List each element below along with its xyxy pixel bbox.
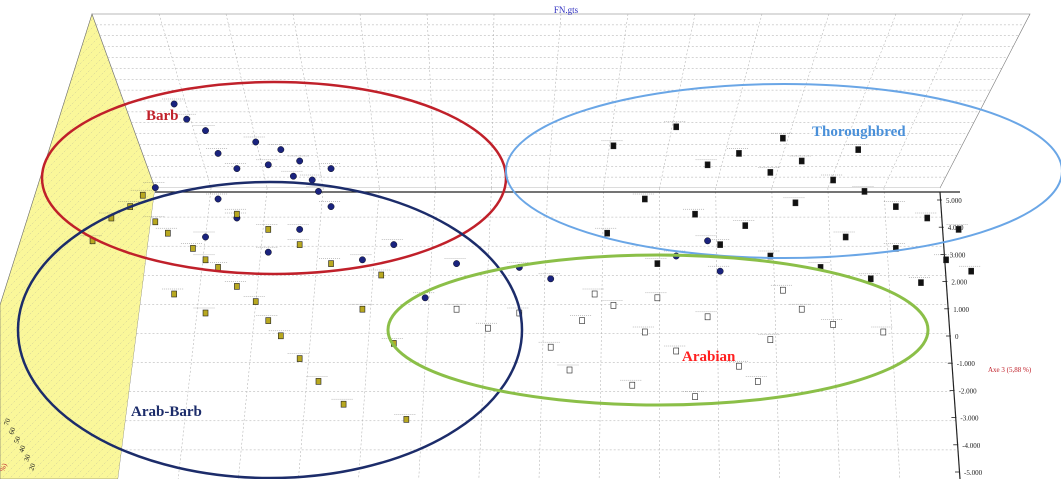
z-tick-label: 2.000 xyxy=(951,279,967,287)
z-tick-label: 0 xyxy=(955,333,959,341)
barb-label: Barb xyxy=(146,108,179,124)
z-tick-label: -4.000 xyxy=(962,442,981,450)
z-tick-label: -5.000 xyxy=(964,469,983,477)
arab-barb-label: Arab-Barb xyxy=(131,404,202,420)
z-tick-label: -1.000 xyxy=(957,360,976,368)
z-tick-label: -2.000 xyxy=(959,387,978,395)
z-tick-label: 3.000 xyxy=(950,251,966,259)
z-tick-label: 1.000 xyxy=(953,306,969,314)
data-point xyxy=(959,266,981,274)
z-tick-label: 5.000 xyxy=(946,197,962,205)
chart-title: FN.gts xyxy=(554,5,579,15)
z-tick-label: -3.000 xyxy=(960,415,979,423)
z-axis-label: Axe 3 (5,88 %) xyxy=(988,366,1032,374)
thoroughbred-label: Thoroughbred xyxy=(812,124,906,140)
arabian-label: Arabian xyxy=(682,349,736,365)
